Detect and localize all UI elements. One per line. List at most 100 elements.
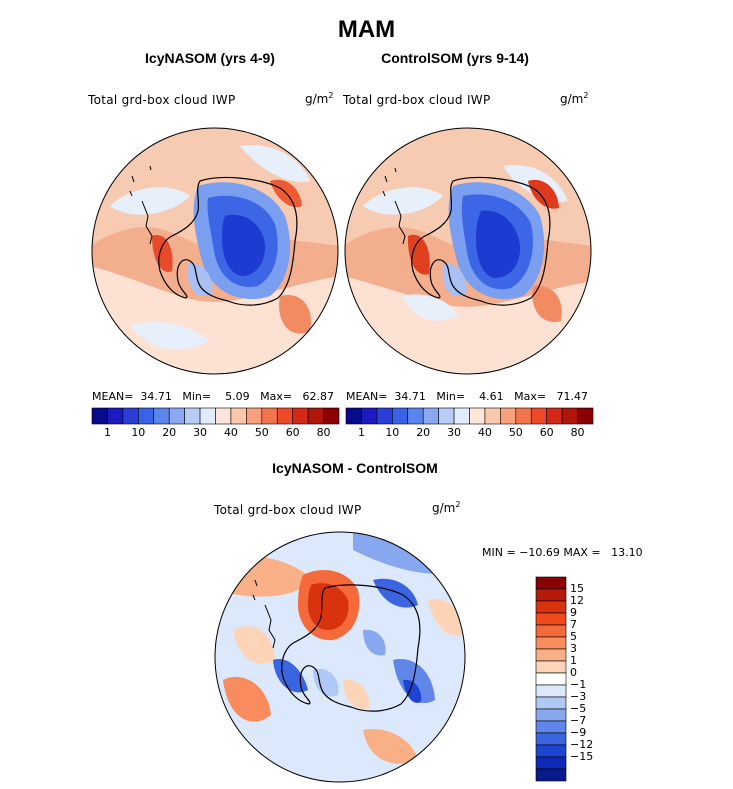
panel2-colorbar-swatch xyxy=(345,407,362,425)
diff-colorbar-tick-label: 0 xyxy=(570,666,577,679)
diff-colorbar-tick-label: −5 xyxy=(570,702,587,715)
panel1-colorbar-tick-label: 1 xyxy=(103,426,111,439)
panel2-colorbar-tick-label: 40 xyxy=(477,426,492,439)
diff-colorbar-swatch xyxy=(535,720,567,734)
panel2-colorbar xyxy=(345,407,594,425)
panel2-title: ControlSOM (yrs 9-14) xyxy=(381,50,529,66)
diff-units: g/m2 xyxy=(432,500,461,515)
diff-colorbar-swatch xyxy=(535,744,567,758)
panel2-colorbar-swatch xyxy=(407,407,424,425)
panel2-units: g/m2 xyxy=(560,91,589,106)
diff-colorbar xyxy=(535,576,567,782)
panel1-colorbar-swatch xyxy=(199,407,216,425)
diff-colorbar-tick-label: 7 xyxy=(570,618,577,631)
diff-colorbar-tick-label: 3 xyxy=(570,642,577,655)
panel2-colorbar-ticks: 1 10 20 30 40 50 60 80 xyxy=(346,426,593,442)
panel1-colorbar-tick-label: 40 xyxy=(223,426,238,439)
panel1-colorbar-swatch xyxy=(246,407,263,425)
diff-colorbar-tick-label: 1 xyxy=(570,654,577,667)
diff-colorbar-swatch xyxy=(535,768,567,782)
panel2-colorbar-swatch xyxy=(469,407,486,425)
panel1-colorbar-swatch xyxy=(138,407,155,425)
diff-colorbar-tick-label: 5 xyxy=(570,630,577,643)
panel1-colorbar-swatch xyxy=(276,407,293,425)
diff-colorbar-swatch xyxy=(535,672,567,686)
diff-colorbar-tick-label: −7 xyxy=(570,714,587,727)
panel1-colorbar-swatch xyxy=(261,407,278,425)
panel1-colorbar-swatch xyxy=(107,407,124,425)
diff-colorbar-swatch xyxy=(535,732,567,746)
panel1-colorbar-tick-label: 30 xyxy=(193,426,208,439)
diff-colorbar-swatch xyxy=(535,708,567,722)
panel1-colorbar-ticks: 1 10 20 30 40 50 60 80 xyxy=(92,426,339,442)
panel2-colorbar-swatch xyxy=(438,407,455,425)
diff-colorbar-swatch xyxy=(535,756,567,770)
panel1-colorbar xyxy=(91,407,340,425)
panel2-colorbar-tick-label: 10 xyxy=(385,426,400,439)
diff-panel-title: IcyNASOM - ControlSOM xyxy=(272,460,438,476)
panel2-colorbar-swatch xyxy=(361,407,378,425)
diff-colorbar-tick-label: −15 xyxy=(570,750,594,763)
diff-colorbar-tick-label: −1 xyxy=(570,678,587,691)
panel2-colorbar-tick-label: 80 xyxy=(570,426,585,439)
diff-colorbar-tick-label: 9 xyxy=(570,606,577,619)
panel1-colorbar-tick-label: 20 xyxy=(162,426,177,439)
diff-colorbar-tick-label: 15 xyxy=(570,582,584,595)
panel2-colorbar-swatch xyxy=(561,407,578,425)
diff-polar-map xyxy=(214,531,466,783)
panel2-stats: MEAN= 34.71 Min= 4.61 Max= 71.47 xyxy=(346,390,589,403)
panel1-colorbar-swatch xyxy=(153,407,170,425)
panel2-colorbar-tick-label: 30 xyxy=(447,426,462,439)
diff-colorbar-tick-label: −3 xyxy=(570,690,587,703)
panel1-stats: MEAN= 34.71 Min= 5.09 Max= 62.87 xyxy=(92,390,335,403)
panel2-colorbar-swatch xyxy=(530,407,547,425)
diff-colorbar-tick-label: 12 xyxy=(570,594,584,607)
panel2-colorbar-tick-label: 50 xyxy=(508,426,523,439)
panel2-colorbar-swatch xyxy=(546,407,563,425)
diff-colorbar-swatch xyxy=(535,636,567,650)
panel1-colorbar-tick-label: 60 xyxy=(285,426,300,439)
panel1-colorbar-swatch xyxy=(292,407,309,425)
panel2-colorbar-tick-label: 20 xyxy=(416,426,431,439)
panel1-colorbar-swatch xyxy=(91,407,108,425)
diff-colorbar-swatch xyxy=(535,576,567,590)
diff-colorbar-swatch xyxy=(535,696,567,710)
panel1-colorbar-tick-label: 80 xyxy=(316,426,331,439)
diff-variable-label: Total grd-box cloud IWP xyxy=(214,503,362,517)
panel1-colorbar-swatch xyxy=(307,407,324,425)
panel2-colorbar-swatch xyxy=(577,407,594,425)
diff-colorbar-swatch xyxy=(535,660,567,674)
diff-colorbar-swatch xyxy=(535,648,567,662)
panel1-colorbar-swatch xyxy=(323,407,340,425)
panel2-colorbar-tick-label: 1 xyxy=(357,426,365,439)
diff-colorbar-swatch xyxy=(535,600,567,614)
panel1-colorbar-tick-label: 50 xyxy=(254,426,269,439)
diff-colorbar-tick-label: −12 xyxy=(570,738,594,751)
panel1-variable-label: Total grd-box cloud IWP xyxy=(88,93,236,107)
diff-colorbar-tick-label: −9 xyxy=(570,726,587,739)
panel1-units: g/m2 xyxy=(305,91,334,106)
diff-colorbar-swatch xyxy=(535,624,567,638)
panel1-colorbar-swatch xyxy=(184,407,201,425)
panel2-colorbar-tick-label: 60 xyxy=(539,426,554,439)
panel2-colorbar-swatch xyxy=(453,407,470,425)
panel2-colorbar-swatch xyxy=(422,407,439,425)
panel1-title: IcyNASOM (yrs 4-9) xyxy=(145,50,275,66)
diff-colorbar-swatch xyxy=(535,684,567,698)
panel1-colorbar-tick-label: 10 xyxy=(131,426,146,439)
panel1-polar-map xyxy=(91,127,339,375)
diff-colorbar-swatch xyxy=(535,588,567,602)
diff-colorbar-ticks: 15 12 9 7 5 3 1 0 −1 −3 −5 −7 −9 −12 −15 xyxy=(570,577,610,781)
panel2-colorbar-swatch xyxy=(500,407,517,425)
panel2-colorbar-swatch xyxy=(484,407,501,425)
panel2-variable-label: Total grd-box cloud IWP xyxy=(343,93,491,107)
panel1-colorbar-swatch xyxy=(215,407,232,425)
panel2-colorbar-swatch xyxy=(515,407,532,425)
panel2-polar-map xyxy=(344,127,592,375)
figure-title: MAM xyxy=(337,16,396,43)
diff-colorbar-swatch xyxy=(535,612,567,626)
panel2-colorbar-swatch xyxy=(376,407,393,425)
panel1-colorbar-swatch xyxy=(230,407,247,425)
diff-minmax: MIN = −10.69 MAX = 13.10 xyxy=(482,546,643,559)
panel1-colorbar-swatch xyxy=(168,407,185,425)
